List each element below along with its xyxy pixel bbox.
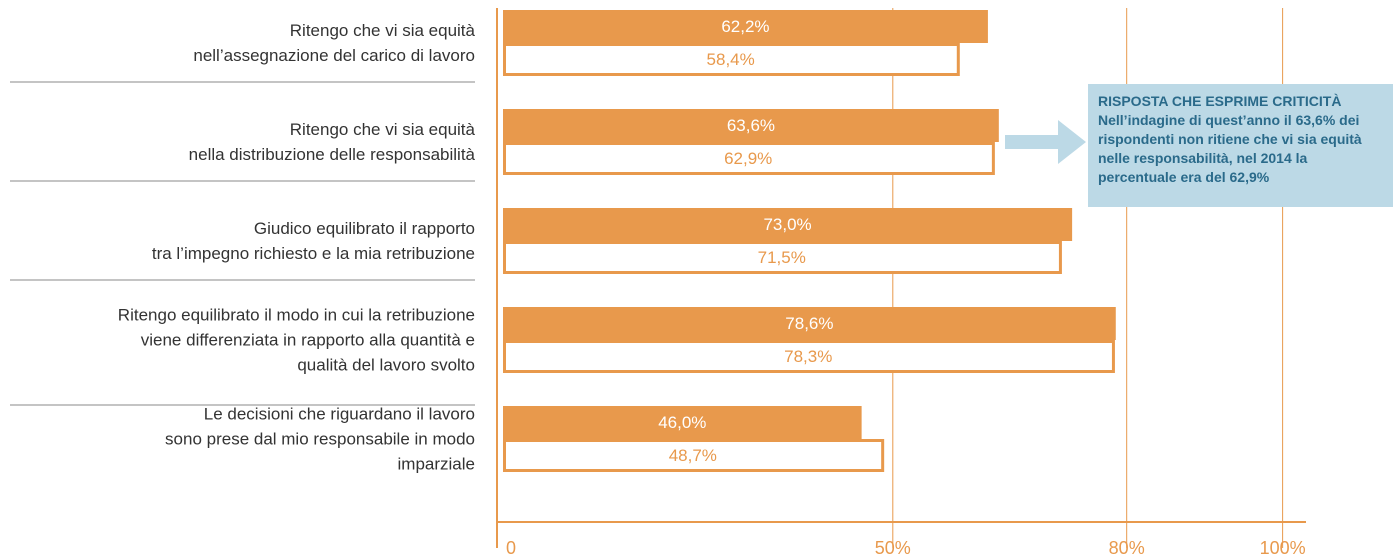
value-label: 73,0% — [763, 215, 811, 234]
arrow — [1005, 120, 1086, 164]
bar — [503, 142, 995, 175]
x-tick-label: 80% — [1109, 538, 1145, 558]
bar — [503, 10, 988, 43]
category-label: Le decisioni che riguardano il lavoro so… — [165, 404, 475, 474]
value-label: 46,0% — [658, 413, 706, 432]
bar — [503, 208, 1073, 241]
category-label: Ritengo che vi sia equità nella distribu… — [188, 120, 475, 164]
x-tick-label: 0 — [506, 538, 516, 558]
bar — [503, 43, 960, 76]
value-label: 48,7% — [669, 446, 717, 465]
value-label: 63,6% — [727, 116, 775, 135]
value-label: 78,6% — [785, 314, 833, 333]
category-label: Ritengo che vi sia equità nell’assegnazi… — [193, 21, 475, 65]
annotation: RISPOSTA CHE ESPRIME CRITICITÀ Nell’inda… — [1088, 84, 1393, 207]
annotation-title: RISPOSTA CHE ESPRIME CRITICITÀ — [1098, 93, 1342, 109]
category-label: Giudico equilibrato il rapporto tra l’im… — [151, 219, 475, 263]
bar — [503, 340, 1115, 373]
value-label: 62,2% — [721, 17, 769, 36]
value-label: 71,5% — [758, 248, 806, 267]
x-tick-label: 100% — [1260, 538, 1306, 558]
bar — [503, 241, 1062, 274]
category-label: Ritengo equilibrato il modo in cui la re… — [117, 305, 475, 375]
bar — [503, 307, 1116, 340]
value-label: 78,3% — [784, 347, 832, 366]
bar — [503, 439, 885, 472]
annotation-text: Nell’indagine di quest’anno il 63,6% dei… — [1098, 112, 1362, 185]
value-label: 62,9% — [724, 149, 772, 168]
bar — [503, 406, 862, 439]
x-tick-label: 50% — [875, 538, 911, 558]
value-label: 58,4% — [707, 50, 755, 69]
bar — [503, 109, 999, 142]
